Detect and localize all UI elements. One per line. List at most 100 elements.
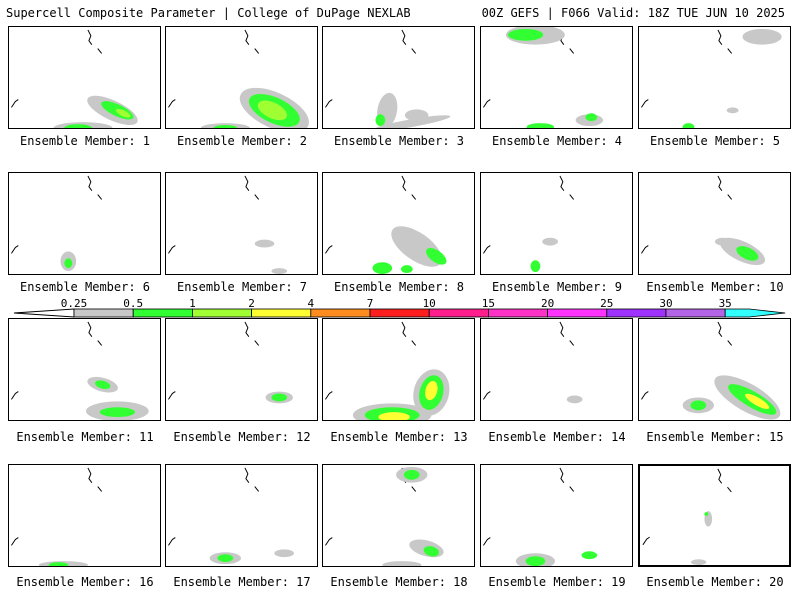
- ensemble-panel-member-14[interactable]: [480, 318, 633, 421]
- coastline-outline: [168, 321, 260, 400]
- ensemble-panel-member-13[interactable]: [322, 318, 475, 421]
- colorbar-segment-4: [310, 308, 371, 318]
- colorbar-tick-label: 2: [248, 297, 255, 310]
- scp-contour-area: [726, 107, 739, 114]
- map-plot: [642, 468, 732, 565]
- ensemble-panel-member-16[interactable]: [8, 464, 161, 567]
- ensemble-panel-member-7[interactable]: [165, 172, 318, 275]
- ensemble-member-label: Ensemble Member: 9: [491, 280, 623, 294]
- scp-contour-area: [704, 512, 709, 516]
- coastline-outline: [11, 175, 103, 254]
- scp-contour-area: [745, 393, 770, 410]
- colorbar-tick-label: 4: [307, 297, 314, 310]
- ensemble-panel-member-5[interactable]: [638, 26, 791, 129]
- scp-contour-area: [525, 556, 546, 566]
- scp-contour-area: [257, 100, 287, 121]
- coastline-outline: [483, 321, 575, 400]
- map-plot: [641, 321, 781, 420]
- map-plot: [168, 29, 309, 128]
- ensemble-panel-member-17[interactable]: [165, 464, 318, 567]
- scp-contour-area: [690, 559, 707, 565]
- scp-contour-area: [99, 407, 135, 418]
- scp-contour-area: [585, 113, 598, 122]
- map-plot: [168, 175, 288, 274]
- ensemble-panel-member-6[interactable]: [8, 172, 161, 275]
- coastline-outline: [11, 321, 103, 400]
- colorbar-segment-0.5: [132, 308, 193, 318]
- ensemble-panel-member-10[interactable]: [638, 172, 791, 275]
- ensemble-member-label: Ensemble Member: 6: [19, 280, 151, 294]
- scp-contour-area: [682, 123, 695, 128]
- scp-contour-area: [254, 239, 275, 248]
- ensemble-panel-member-15[interactable]: [638, 318, 791, 421]
- coastline-outline: [11, 29, 103, 108]
- ensemble-member-label: Ensemble Member: 13: [330, 430, 468, 444]
- scp-contour-area: [382, 561, 422, 566]
- colorbar-tick-label: 30: [659, 297, 672, 310]
- scp-contour-area: [378, 412, 410, 420]
- colorbar-tick-label: 10: [423, 297, 436, 310]
- ensemble-panel-member-3[interactable]: [322, 26, 475, 129]
- coastline-outline: [11, 467, 103, 546]
- scp-contour-area: [714, 237, 731, 246]
- ensemble-panel-member-4[interactable]: [480, 26, 633, 129]
- valid-time-label: 00Z GEFS | F066 Valid: 18Z TUE JUN 10 20…: [481, 6, 785, 20]
- scp-contour-area: [391, 226, 442, 267]
- ensemble-member-label: Ensemble Member: 16: [16, 575, 154, 589]
- ensemble-panel-member-2[interactable]: [165, 26, 318, 129]
- ensemble-member-label: Ensemble Member: 14: [488, 430, 626, 444]
- map-plot: [483, 467, 598, 566]
- colorbar-tick-label: 0.5: [123, 297, 143, 310]
- ensemble-panel-member-19[interactable]: [480, 464, 633, 567]
- scp-contour-area: [64, 124, 92, 128]
- ensemble-member-label: Ensemble Member: 8: [333, 280, 465, 294]
- ensemble-panel-member-9[interactable]: [480, 172, 633, 275]
- map-plot: [11, 467, 103, 566]
- coastline-outline: [325, 29, 417, 108]
- map-plot: [325, 29, 451, 128]
- colorbar-legend: 0.25 0.5 1 2 4 7 10 15 20 25 30 35: [0, 297, 800, 321]
- ensemble-panel-member-11[interactable]: [8, 318, 161, 421]
- ensemble-panel-member-8[interactable]: [322, 172, 475, 275]
- ensemble-panel-member-20[interactable]: [638, 464, 791, 567]
- scp-contour-area: [736, 246, 759, 261]
- ensemble-member-label: Ensemble Member: 5: [649, 134, 781, 148]
- colorbar-segment-30: [665, 308, 726, 318]
- coastline-outline: [641, 175, 733, 254]
- scp-contour-area: [116, 109, 131, 118]
- map-plot: [325, 175, 447, 274]
- colorbar-segment-10: [428, 308, 489, 318]
- coastline-outline: [325, 175, 417, 254]
- coastline-outline: [325, 321, 417, 400]
- map-plot: [11, 321, 149, 420]
- map-plot: [11, 29, 138, 128]
- map-plot: [483, 27, 604, 128]
- ensemble-member-label: Ensemble Member: 2: [176, 134, 308, 148]
- coastline-outline: [168, 467, 260, 546]
- ensemble-panel-member-12[interactable]: [165, 318, 318, 421]
- scp-contour-area: [542, 237, 558, 246]
- scp-contour-area: [373, 115, 451, 128]
- colorbar-tick-label: 1: [189, 297, 196, 310]
- colorbar-tick-label: 35: [719, 297, 732, 310]
- coastline-outline: [641, 321, 733, 400]
- scp-contour-area: [742, 28, 782, 45]
- ensemble-member-label: Ensemble Member: 3: [333, 134, 465, 148]
- ensemble-panel-member-1[interactable]: [8, 26, 161, 129]
- colorbar-tick-label: 15: [482, 297, 495, 310]
- scp-contour-area: [566, 395, 583, 404]
- scp-contour-area: [690, 400, 707, 411]
- colorbar-segment-35: [724, 308, 786, 318]
- ensemble-member-label: Ensemble Member: 15: [646, 430, 784, 444]
- coastline-outline: [168, 175, 260, 254]
- map-plot: [11, 175, 103, 272]
- scp-contour-area: [274, 549, 294, 558]
- colorbar-low-arrow: [13, 308, 75, 318]
- coastline-outline: [641, 29, 733, 108]
- ensemble-member-label: Ensemble Member: 17: [173, 575, 311, 589]
- coastline-outline: [642, 468, 732, 546]
- ensemble-member-label: Ensemble Member: 20: [646, 575, 784, 589]
- ensemble-panel-member-18[interactable]: [322, 464, 475, 567]
- map-plot: [641, 28, 782, 128]
- colorbar-tick-label: 7: [367, 297, 374, 310]
